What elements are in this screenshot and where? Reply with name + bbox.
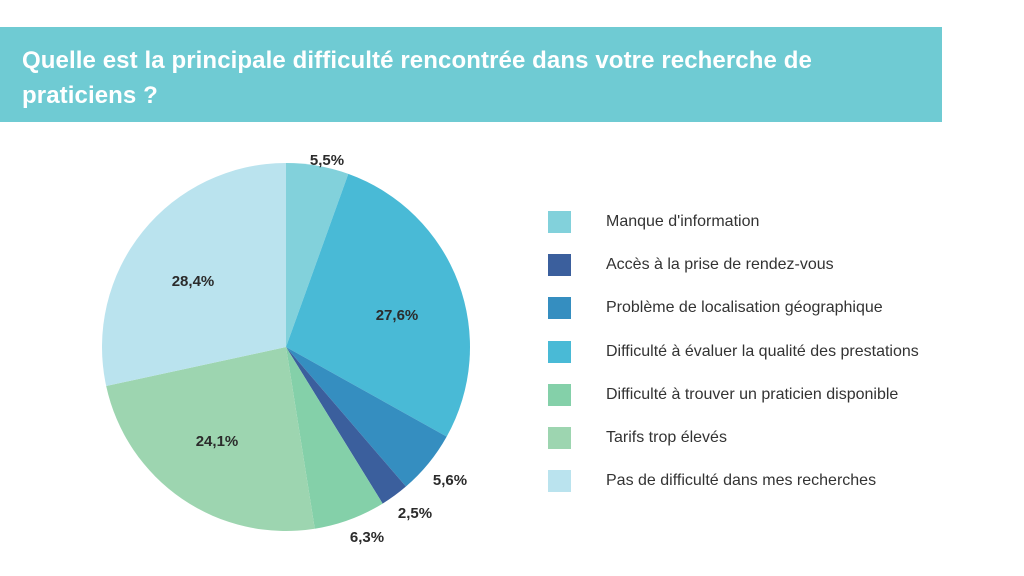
slice-value-label: 24,1%: [196, 433, 239, 450]
pie-slice: [286, 347, 447, 487]
legend-swatch: [548, 253, 571, 276]
chart-title-banner: Quelle est la principale difficulté renc…: [0, 27, 942, 122]
legend-swatch: [548, 297, 571, 320]
slice-value-label: 27,6%: [376, 307, 419, 324]
legend-label: Accès à la prise de rendez-vous: [606, 255, 834, 273]
legend-label: Problème de localisation géographique: [606, 299, 883, 317]
legend-item: Tarifs trop élevés: [548, 416, 968, 459]
legend-item: Manque d'information: [548, 200, 968, 243]
legend-item: Problème de localisation géographique: [548, 287, 968, 330]
legend-label: Tarifs trop élevés: [606, 429, 727, 447]
legend-label: Pas de difficulté dans mes recherches: [606, 472, 877, 490]
chart-title: Quelle est la principale difficulté renc…: [22, 47, 812, 109]
pie-slice: [106, 347, 315, 531]
legend-swatch: [548, 383, 571, 406]
slice-value-label: 6,3%: [350, 529, 384, 546]
pie-slice: [286, 163, 349, 347]
legend-item: Accès à la prise de rendez-vous: [548, 243, 968, 286]
legend-label: Manque d'information: [606, 212, 760, 230]
legend-item: Pas de difficulté dans mes recherches: [548, 460, 968, 503]
chart-legend: Manque d'information Accès à la prise de …: [548, 200, 968, 503]
slice-value-label: 5,5%: [310, 152, 344, 169]
pie-slice: [286, 173, 470, 437]
slice-value-label: 28,4%: [172, 273, 215, 290]
legend-swatch: [548, 210, 571, 233]
pie-slice: [286, 347, 383, 529]
legend-label: Difficulté à évaluer la qualité des pres…: [606, 342, 919, 360]
slice-value-label: 2,5%: [398, 505, 432, 522]
legend-item: Difficulté à évaluer la qualité des pres…: [548, 330, 968, 373]
slice-value-label: 5,6%: [433, 472, 467, 489]
legend-swatch: [548, 427, 571, 450]
legend-item: Difficulté à trouver un praticien dispon…: [548, 373, 968, 416]
pie-slice: [101, 163, 286, 387]
pie-slice: [286, 347, 406, 504]
legend-label: Difficulté à trouver un praticien dispon…: [606, 385, 899, 403]
legend-swatch: [548, 340, 571, 363]
legend-swatch: [548, 470, 571, 493]
